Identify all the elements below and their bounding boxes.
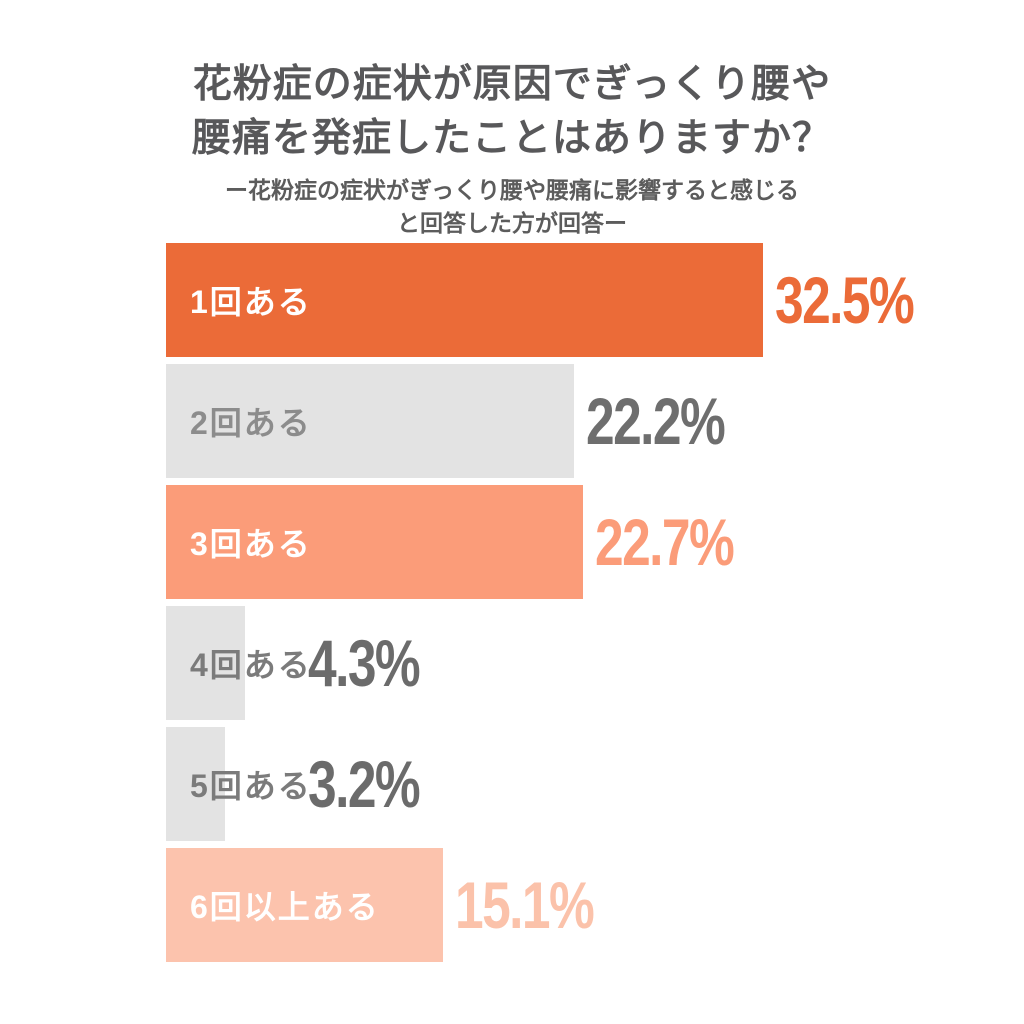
bar <box>166 485 583 599</box>
bar-label: 2回ある <box>190 405 312 441</box>
bar-value: 32.5% <box>775 263 915 337</box>
bar-label: 4回ある <box>190 647 312 683</box>
bar-row: 1回ある 32.5% <box>166 243 996 357</box>
title-block: 花粉症の症状が原因でぎっくり腰や 腰痛を発症したことはありますか？ ー花粉症の症… <box>0 58 1024 240</box>
chart-title-line-2: 腰痛を発症したことはありますか？ <box>191 117 832 160</box>
bar <box>166 727 225 841</box>
bar-value: 15.1% <box>455 868 595 942</box>
bar-value: 22.2% <box>586 384 726 458</box>
bar-label: 5回ある <box>190 768 312 804</box>
bar-label: 6回以上ある <box>190 889 380 925</box>
bar-chart: 1回ある 32.5% 2回ある 22.2% 3回ある 22.7% 4回ある 4.3% 5回ある 3… <box>166 243 996 969</box>
bar <box>166 848 443 962</box>
bar-row: 3回ある 22.7% <box>166 485 996 599</box>
bar <box>166 606 245 720</box>
bar <box>166 243 763 357</box>
bar-value: 4.3% <box>308 626 421 700</box>
bar-row: 4回ある 4.3% <box>166 606 996 720</box>
bar-row: 2回ある 22.2% <box>166 364 996 478</box>
bar-row: 6回以上ある 15.1% <box>166 848 996 962</box>
chart-subtitle-line-2: と回答した方が回答ー <box>397 210 627 236</box>
bar-row: 5回ある 3.2% <box>166 727 996 841</box>
chart-subtitle-line-1: ー花粉症の症状がぎっくり腰や腰痛に影響すると感じる <box>224 177 800 203</box>
bar-value: 3.2% <box>308 747 421 821</box>
bar-value: 22.7% <box>595 505 735 579</box>
chart-title-line-1: 花粉症の症状が原因でぎっくり腰や <box>192 63 832 106</box>
chart-subtitle: ー花粉症の症状がぎっくり腰や腰痛に影響すると感じる と回答した方が回答ー <box>0 174 1024 240</box>
bar-label: 3回ある <box>190 526 312 562</box>
bar-label: 1回ある <box>190 284 312 320</box>
bar <box>166 364 574 478</box>
